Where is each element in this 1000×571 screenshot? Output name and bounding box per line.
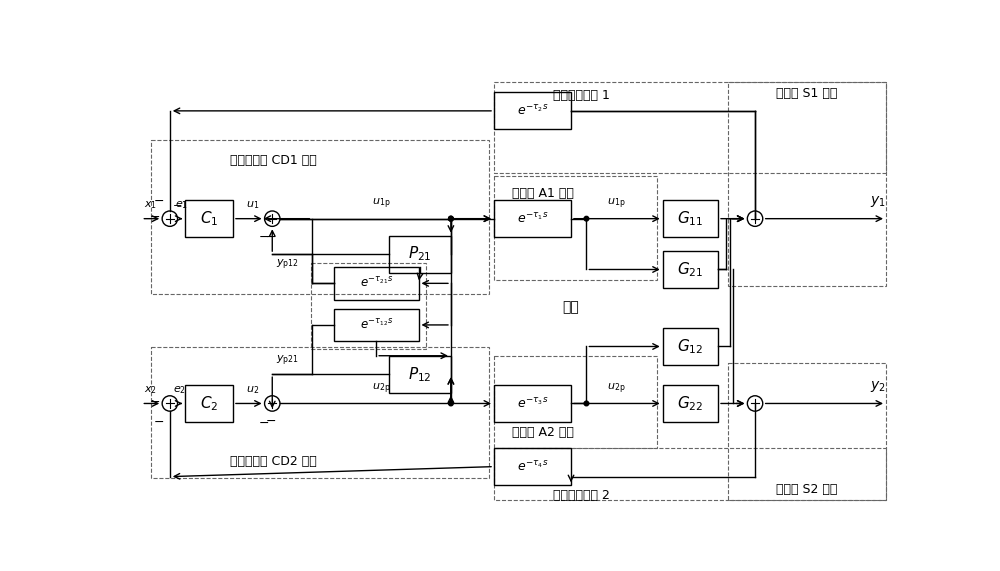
Text: $-$: $-$ (153, 194, 164, 207)
Text: $e^{-\tau_3 s}$: $e^{-\tau_3 s}$ (517, 396, 548, 411)
Text: $C_2$: $C_2$ (200, 394, 218, 413)
Text: $-$: $-$ (149, 210, 160, 223)
Text: $u_1$: $u_1$ (246, 199, 259, 211)
Circle shape (449, 216, 453, 221)
Text: $G_{21}$: $G_{21}$ (677, 260, 704, 279)
Bar (663, 328, 718, 365)
Bar (728, 363, 886, 500)
Bar (494, 385, 571, 422)
Bar (494, 82, 886, 173)
Circle shape (449, 401, 453, 406)
Text: $x_2$: $x_2$ (144, 384, 157, 396)
Bar (334, 267, 419, 300)
Text: $u_{2\mathrm{p}}$: $u_{2\mathrm{p}}$ (607, 381, 626, 396)
Text: $u_{1\mathrm{p}}$: $u_{1\mathrm{p}}$ (607, 196, 626, 211)
Text: $-$: $-$ (265, 230, 276, 243)
Bar (494, 93, 571, 130)
Text: 闭环控制回路 2: 闭环控制回路 2 (553, 489, 610, 502)
Text: $e_1$: $e_1$ (175, 199, 188, 211)
Bar (663, 200, 718, 237)
Bar (663, 385, 718, 422)
Text: $x_1$: $x_1$ (144, 199, 157, 211)
Text: 执行器 A2 节点: 执行器 A2 节点 (512, 426, 574, 439)
Circle shape (449, 216, 453, 221)
Text: $y_{\mathrm{p}12}$: $y_{\mathrm{p}12}$ (276, 258, 299, 272)
Text: $P_{21}$: $P_{21}$ (408, 245, 432, 263)
Bar (151, 140, 489, 294)
Bar (185, 200, 233, 237)
Text: $-$: $-$ (265, 414, 276, 427)
Text: $e^{-\tau_{21} s}$: $e^{-\tau_{21} s}$ (360, 276, 393, 290)
Bar (663, 251, 718, 288)
Text: $-$: $-$ (258, 230, 269, 243)
Text: $u_{1\mathrm{p}}$: $u_{1\mathrm{p}}$ (372, 196, 391, 211)
Circle shape (584, 216, 589, 221)
Text: $y_{\mathrm{p}21}$: $y_{\mathrm{p}21}$ (276, 354, 299, 368)
Bar (728, 82, 886, 287)
Text: 控制解耦器 CD1 节点: 控制解耦器 CD1 节点 (230, 154, 317, 167)
Bar (334, 309, 419, 341)
Text: 传感器 S1 节点: 传感器 S1 节点 (776, 87, 837, 100)
Text: $y_2$: $y_2$ (870, 379, 886, 394)
Text: $-$: $-$ (172, 199, 182, 210)
Text: $G_{22}$: $G_{22}$ (677, 394, 704, 413)
Text: $-$: $-$ (258, 416, 269, 429)
Text: $P_{12}$: $P_{12}$ (408, 365, 432, 384)
Text: $y_1$: $y_1$ (870, 195, 886, 210)
Bar (185, 385, 233, 422)
Text: $-$: $-$ (153, 415, 164, 428)
Text: 传感器 S2 节点: 传感器 S2 节点 (776, 483, 837, 496)
Text: $G_{11}$: $G_{11}$ (677, 210, 704, 228)
Bar (494, 176, 657, 280)
Text: $C_1$: $C_1$ (200, 210, 218, 228)
Text: $e_2$: $e_2$ (173, 384, 186, 396)
Text: 网络: 网络 (562, 300, 579, 314)
Text: 执行器 A1 节点: 执行器 A1 节点 (512, 187, 574, 200)
Bar (151, 347, 489, 478)
Bar (494, 448, 886, 500)
Circle shape (449, 216, 453, 221)
Bar (311, 263, 426, 349)
Bar (389, 356, 451, 393)
Circle shape (584, 401, 589, 406)
Bar (494, 200, 571, 237)
Text: $G_{12}$: $G_{12}$ (677, 337, 704, 356)
Bar (389, 236, 451, 272)
Bar (494, 448, 571, 485)
Text: $e^{-\tau_4 s}$: $e^{-\tau_4 s}$ (517, 460, 548, 473)
Text: $u_{2\mathrm{p}}$: $u_{2\mathrm{p}}$ (372, 381, 391, 396)
Text: $e^{-\tau_{12} s}$: $e^{-\tau_{12} s}$ (360, 318, 393, 332)
Bar (494, 356, 657, 448)
Text: $-$: $-$ (149, 395, 160, 408)
Text: $e^{-\tau_2 s}$: $e^{-\tau_2 s}$ (517, 104, 548, 118)
Text: $e^{-\tau_1 s}$: $e^{-\tau_1 s}$ (517, 212, 548, 226)
Text: 控制解耦器 CD2 节点: 控制解耦器 CD2 节点 (230, 455, 317, 468)
Text: $u_2$: $u_2$ (246, 384, 260, 396)
Text: 闭环控制回路 1: 闭环控制回路 1 (553, 89, 610, 102)
